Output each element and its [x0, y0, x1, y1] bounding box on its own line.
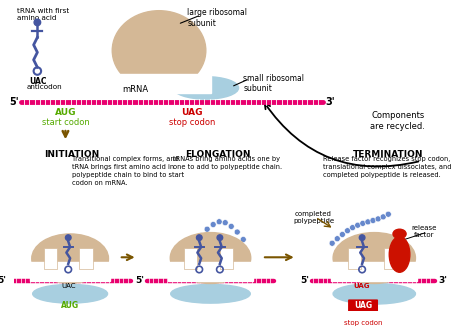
Bar: [168, 262, 253, 281]
Circle shape: [204, 226, 210, 232]
Bar: [348, 248, 361, 269]
Circle shape: [196, 235, 202, 240]
Text: Release factor recognizes stop codon,
translational complex dissociates, and
com: Release factor recognizes stop codon, tr…: [323, 156, 451, 178]
Text: 5': 5': [9, 97, 18, 107]
Bar: [44, 248, 57, 269]
Circle shape: [385, 211, 392, 217]
Text: 5': 5': [135, 276, 144, 285]
Text: TERMINATION: TERMINATION: [353, 150, 424, 159]
Bar: [331, 262, 417, 281]
Circle shape: [334, 236, 340, 242]
Circle shape: [380, 214, 386, 220]
FancyBboxPatch shape: [348, 299, 378, 313]
Text: 5': 5': [0, 276, 7, 285]
Circle shape: [240, 236, 246, 242]
Circle shape: [365, 219, 371, 225]
Text: tRNA with first
amino acid: tRNA with first amino acid: [17, 8, 69, 21]
Text: stop codon: stop codon: [344, 320, 383, 326]
Circle shape: [329, 240, 335, 246]
Ellipse shape: [112, 11, 206, 90]
Circle shape: [65, 235, 71, 240]
Text: UAG: UAG: [354, 301, 372, 310]
Text: completed
polypeptide: completed polypeptide: [293, 212, 334, 224]
Ellipse shape: [32, 234, 109, 283]
Bar: [30, 262, 110, 281]
Text: UAG: UAG: [354, 282, 370, 289]
Ellipse shape: [33, 284, 108, 303]
Text: 3': 3': [326, 97, 335, 107]
Circle shape: [355, 222, 361, 228]
Bar: [383, 248, 397, 269]
Circle shape: [222, 220, 228, 226]
Circle shape: [210, 221, 216, 228]
Circle shape: [360, 220, 366, 226]
Ellipse shape: [173, 77, 238, 99]
Ellipse shape: [170, 233, 251, 283]
Text: start codon: start codon: [42, 118, 89, 127]
Circle shape: [216, 219, 222, 225]
Text: UAC: UAC: [61, 282, 75, 289]
Bar: [80, 248, 92, 269]
Text: mRNA: mRNA: [123, 85, 149, 93]
Circle shape: [359, 235, 365, 240]
Circle shape: [375, 216, 381, 222]
Circle shape: [217, 235, 223, 240]
Text: 3': 3': [438, 276, 447, 285]
Ellipse shape: [393, 229, 406, 238]
Text: AUG: AUG: [61, 300, 79, 310]
Circle shape: [345, 228, 350, 234]
Circle shape: [339, 232, 346, 237]
Text: small ribosomal
subunit: small ribosomal subunit: [243, 74, 304, 93]
Bar: [220, 248, 233, 269]
Circle shape: [198, 233, 204, 239]
Text: UAG: UAG: [181, 109, 202, 117]
Text: AUG: AUG: [55, 109, 76, 117]
Text: large ribosomal
subunit: large ribosomal subunit: [187, 8, 247, 28]
Circle shape: [350, 225, 356, 231]
Circle shape: [34, 19, 41, 26]
Ellipse shape: [171, 284, 250, 303]
Bar: [184, 248, 197, 269]
Text: anticodon: anticodon: [26, 84, 62, 90]
Text: stop codon: stop codon: [169, 118, 215, 127]
Text: release
factor: release factor: [411, 225, 437, 238]
Text: INITIATION: INITIATION: [45, 150, 100, 159]
Ellipse shape: [389, 237, 410, 272]
Text: Transitional complex forms, and
tRNA brings first amino acid in
polypeptide chai: Transitional complex forms, and tRNA bri…: [72, 156, 184, 186]
Ellipse shape: [333, 233, 415, 283]
Bar: [108, 74, 210, 92]
Text: UAC: UAC: [29, 77, 46, 86]
Text: Components
are recycled.: Components are recycled.: [370, 111, 425, 131]
Text: 5': 5': [300, 276, 309, 285]
Circle shape: [370, 217, 376, 223]
Text: ELONGATION: ELONGATION: [185, 150, 251, 159]
Ellipse shape: [333, 283, 415, 304]
Circle shape: [228, 223, 234, 229]
Text: tRNAs bring amino acids one by
one to add to polypeptide chain.: tRNAs bring amino acids one by one to ad…: [173, 156, 282, 170]
Circle shape: [234, 229, 240, 235]
